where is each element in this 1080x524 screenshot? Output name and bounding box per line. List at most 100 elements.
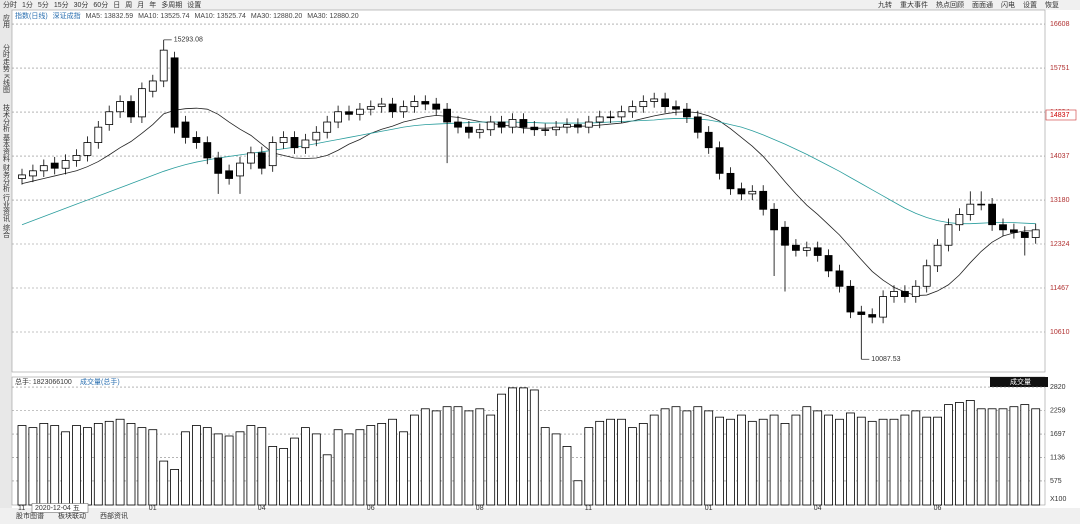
volume-bar — [93, 423, 103, 506]
volume-bar — [965, 400, 975, 506]
candle-body — [595, 116, 604, 123]
tool-button[interactable]: 设置 — [1023, 0, 1037, 9]
toolbar-button[interactable]: 月 — [137, 1, 144, 9]
volume-bar — [987, 408, 997, 506]
volume-bar — [50, 425, 60, 506]
sidebar-tab[interactable]: 综合 — [3, 223, 11, 239]
candle-body — [726, 172, 735, 190]
sidebar-tab[interactable]: K线图 — [3, 74, 11, 94]
candle-body — [1020, 232, 1029, 238]
volume-bar — [867, 420, 877, 506]
volume-indicator: 成交量(总手) — [80, 377, 120, 386]
volume-bar — [508, 387, 517, 506]
bottom-tab[interactable]: 西部资讯 — [100, 511, 128, 520]
ma-line — [21, 118, 1036, 226]
candle-body — [454, 121, 462, 128]
tool-button[interactable]: 重大事件 — [900, 0, 928, 9]
toolbar-button[interactable]: 设置 — [187, 0, 201, 9]
tool-button[interactable]: 恢复 — [1045, 0, 1059, 9]
tool-button[interactable]: 闪电 — [1001, 0, 1015, 9]
tool-button[interactable]: 面面通 — [972, 0, 993, 9]
candle-body — [813, 247, 822, 256]
candle-body — [661, 98, 669, 108]
price-panel — [11, 9, 1046, 373]
candle-body — [759, 190, 768, 210]
sidebar-tab[interactable]: 分时走势 — [3, 43, 11, 73]
legend-entry: MA30: 12880.20 — [307, 13, 358, 20]
x-tick-label: 06 — [367, 505, 375, 512]
candle-body — [922, 265, 931, 287]
volume-bar — [235, 431, 245, 506]
toolbar-button[interactable]: 15分 — [54, 0, 69, 9]
candle-body — [672, 106, 680, 110]
volume-button-bg[interactable] — [990, 377, 1048, 387]
volume-bar — [377, 423, 387, 506]
candle-body — [290, 137, 299, 149]
volume-bar — [584, 427, 594, 506]
y-tick-label: 15751 — [1050, 65, 1070, 72]
candle-body — [824, 255, 833, 272]
candle-body — [214, 157, 223, 174]
candle-body — [355, 108, 364, 115]
volume-bar — [747, 420, 757, 506]
candle-body — [868, 314, 877, 318]
candle-body — [148, 80, 157, 92]
sidebar-tab[interactable]: 基本资料 — [3, 133, 11, 163]
volume-bar — [475, 408, 485, 506]
volume-bar — [944, 404, 953, 506]
candle-body — [486, 121, 495, 131]
volume-bar — [137, 427, 147, 506]
toolbar-button[interactable]: 1分 — [22, 0, 33, 9]
volume-total: 总手: 1823066100 — [15, 377, 72, 386]
candle-body — [225, 170, 234, 179]
toolbar-button[interactable]: 周 — [125, 1, 132, 9]
candle-body — [944, 224, 953, 246]
tool-button[interactable]: 九转 — [878, 0, 892, 9]
toolbar-button[interactable]: 多周期 — [161, 0, 182, 9]
candle-body — [257, 152, 266, 169]
toolbar-button[interactable]: 30分 — [74, 0, 89, 9]
sidebar-tab[interactable]: 应用 — [3, 13, 11, 29]
x-tick-label: 06 — [934, 505, 942, 512]
volume-bar — [878, 418, 888, 506]
legend-entry: 深证成指 — [53, 11, 81, 20]
volume-bar — [737, 414, 746, 506]
volume-bar — [813, 410, 823, 506]
toolbar-button[interactable]: 年 — [149, 0, 156, 9]
y-tick-label: 12324 — [1050, 241, 1070, 248]
toolbar-button[interactable]: 日 — [113, 1, 120, 9]
toolbar — [0, 0, 1080, 10]
sidebar — [0, 0, 12, 524]
candle-body — [574, 124, 582, 128]
volume-bar — [28, 427, 38, 506]
candle-body — [170, 57, 179, 128]
candle-body — [617, 111, 626, 118]
sidebar-tab[interactable]: 技术分析 — [3, 103, 11, 133]
y-tick-label: 14037 — [1050, 153, 1070, 160]
volume-bar — [638, 423, 648, 506]
bottom-tab[interactable]: 股市图谱 — [16, 511, 44, 520]
sidebar-tab[interactable]: 财务分析 — [3, 163, 11, 193]
toolbar-button[interactable]: 60分 — [93, 0, 108, 9]
price-marker-box — [1045, 109, 1077, 121]
sidebar-tab[interactable]: 行业资讯 — [3, 193, 11, 223]
candle-body — [312, 131, 321, 141]
tool-button[interactable]: 热点回顾 — [936, 0, 964, 9]
volume-bar — [159, 460, 169, 506]
volume-button[interactable]: 成交量 — [1010, 377, 1031, 386]
volume-bar — [955, 402, 964, 506]
volume-bar — [344, 433, 354, 506]
candle-body — [323, 121, 332, 133]
volume-bar — [181, 431, 190, 506]
price-marker: 14837 — [1050, 112, 1070, 119]
toolbar-button[interactable]: 分时 — [3, 0, 17, 9]
candle-body — [334, 111, 343, 123]
volume-bar — [704, 410, 714, 506]
candle-body — [366, 106, 375, 110]
candle-body — [203, 142, 212, 159]
legend-entry: MA10: 13525.74 — [138, 13, 189, 20]
toolbar-button[interactable]: 5分 — [38, 0, 49, 9]
bottom-tab[interactable]: 板块联动 — [58, 511, 86, 520]
volume-bar — [1031, 408, 1041, 506]
candle-body — [530, 126, 539, 131]
